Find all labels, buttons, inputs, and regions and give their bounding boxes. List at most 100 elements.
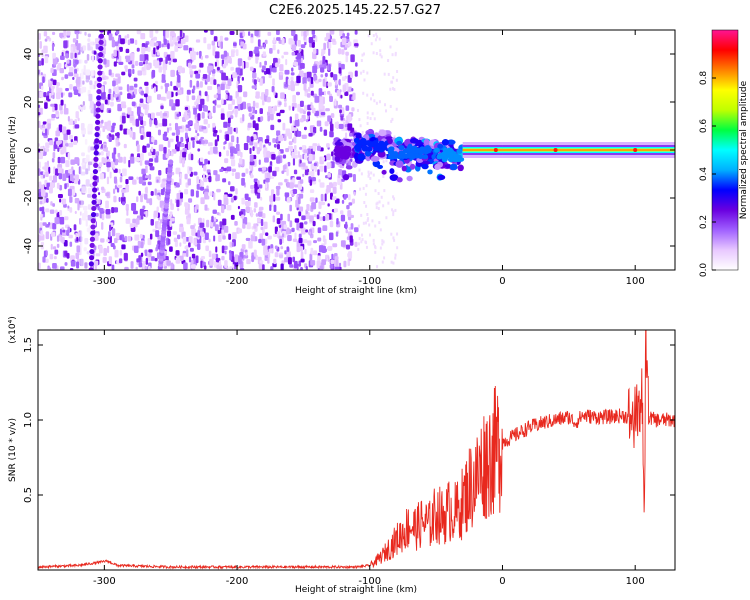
noise-cell [250,172,253,179]
noise-cell [157,129,161,136]
noise-cell [118,168,121,174]
noise-cell [125,218,131,224]
noise-cell [373,99,376,103]
noise-cell [180,38,186,45]
noise-cell [69,241,73,247]
noise-cell [105,200,109,209]
streak-point [89,248,95,255]
noise-cell [322,225,328,232]
noise-cell [259,78,263,86]
noise-cell [56,167,62,174]
noise-cell [213,94,218,99]
noise-cell [367,217,370,221]
noise-cell [190,189,195,197]
noise-cell [138,176,144,184]
noise-cell [224,260,228,268]
noise-cell [379,53,382,57]
noise-cell [61,52,64,57]
noise-cell [248,112,253,117]
noise-cell [110,243,115,248]
noise-cell [135,266,138,270]
streak-point [93,144,100,150]
noise-cell [126,34,130,39]
noise-cell [334,266,340,270]
noise-cell [121,71,126,76]
noise-cell [103,58,107,65]
noise-cell [241,244,246,250]
noise-cell [38,143,41,147]
noise-cell [138,262,143,268]
noise-cell [164,83,170,87]
noise-cell [59,228,63,235]
noise-cell [392,76,395,80]
streak-point [90,218,96,224]
noise-cell [107,120,111,127]
noise-cell [313,75,318,82]
noise-cell [218,151,222,157]
carrier-blob [441,151,448,157]
noise-cell [42,124,46,129]
noise-cell [252,146,255,152]
noise-cell [220,83,225,91]
noise-cell [187,62,192,69]
noise-cell [365,204,368,208]
noise-cell [131,101,136,107]
noise-cell [230,214,235,220]
noise-cell [329,131,334,138]
noise-cell [127,236,132,242]
noise-cell [128,73,132,78]
noise-cell [46,35,50,40]
noise-cell [175,129,180,136]
noise-cell [366,71,369,75]
streak-point [98,45,104,52]
noise-cell [283,164,287,170]
noise-cell [94,233,99,241]
noise-cell [149,166,155,171]
noise-cell [56,243,60,248]
noise-cell [203,119,208,125]
noise-cell [349,235,353,243]
noise-cell [74,59,79,64]
noise-cell [260,226,264,231]
noise-cell [276,37,281,41]
noise-cell [44,102,48,109]
noise-cell [273,37,276,44]
noise-cell [163,67,166,75]
noise-cell [114,41,119,47]
noise-cell [140,194,143,203]
noise-cell [320,74,324,78]
noise-cell [289,220,293,228]
noise-cell [187,141,191,150]
noise-cell [241,214,245,219]
noise-cell [375,206,378,210]
noise-cell [329,30,335,35]
noise-cell [342,84,346,93]
noise-cell [374,189,377,193]
noise-cell [345,51,349,56]
noise-cell [267,235,272,240]
noise-cell [253,135,257,140]
noise-cell [286,197,291,203]
noise-cell [332,243,338,248]
noise-cell [77,92,81,97]
noise-cell [229,57,232,64]
noise-cell [348,132,353,137]
noise-cell [343,260,347,268]
noise-cell [130,227,136,232]
noise-cell [216,92,221,101]
noise-cell [64,103,67,111]
streak-point [97,58,103,64]
noise-cell [223,245,228,251]
noise-cell [276,130,281,136]
noise-cell [265,180,268,189]
noise-cell [169,99,174,107]
noise-cell [272,170,277,177]
noise-cell [139,113,144,117]
carrier-blob [381,169,387,175]
noise-cell [345,244,351,250]
noise-cell [94,265,97,270]
noise-cell [278,235,283,240]
noise-cell [49,175,53,181]
noise-cell [50,243,53,250]
